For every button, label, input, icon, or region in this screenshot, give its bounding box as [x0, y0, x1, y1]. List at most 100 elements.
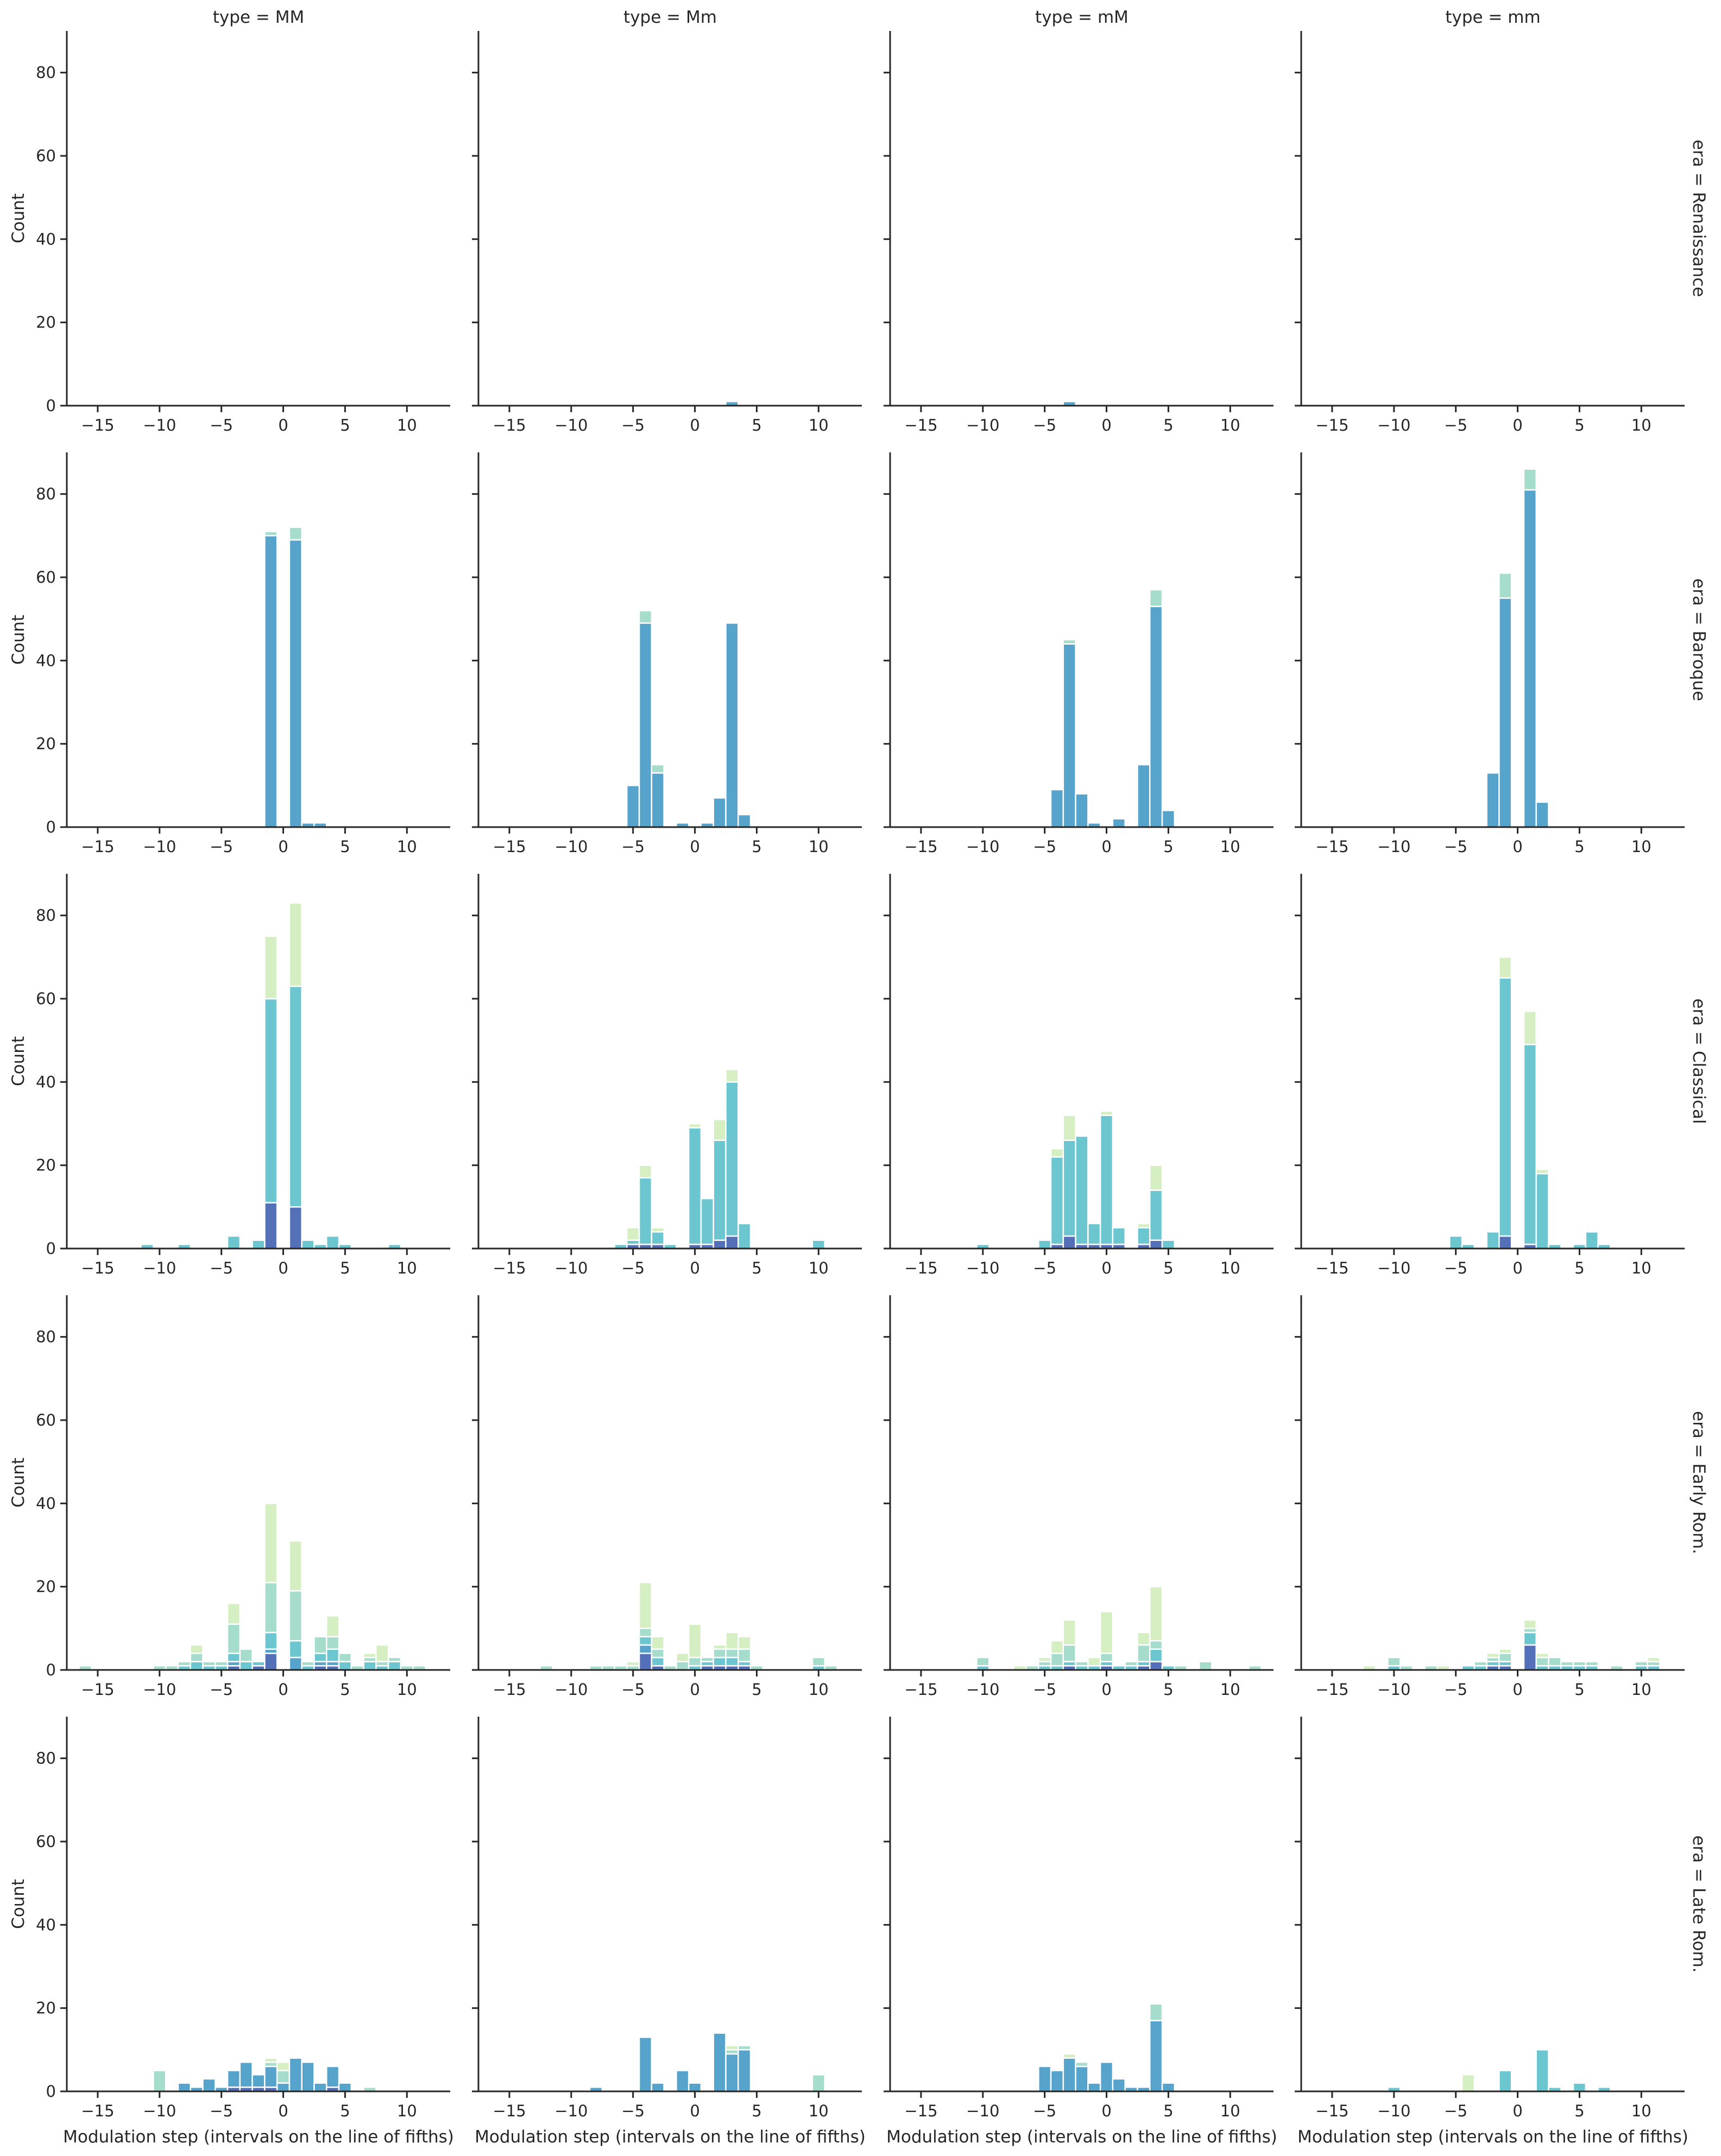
x-tick-label: −10 [554, 416, 588, 434]
x-tick-label: 0 [1512, 1680, 1522, 1699]
histogram-bar [651, 1636, 665, 1650]
x-tick-label: 5 [1163, 837, 1173, 856]
histogram-bar [1038, 1239, 1052, 1250]
y-tick-label: 20 [36, 313, 56, 332]
histogram-bar [1099, 2062, 1114, 2092]
histogram-bar [688, 1123, 702, 1129]
histogram-bar [638, 2037, 653, 2092]
x-tick-label: −10 [143, 2102, 176, 2120]
x-tick-label: 0 [1101, 416, 1111, 434]
histogram-bar [326, 1615, 340, 1637]
x-tick-label: 0 [278, 1259, 288, 1277]
x-tick-label: −15 [904, 2102, 937, 2120]
histogram-bar [1050, 1156, 1064, 1245]
histogram-bar [288, 1656, 302, 1671]
histogram-bar [713, 1656, 727, 1667]
histogram-bar [202, 2078, 216, 2092]
histogram-bar [1087, 1656, 1101, 1667]
histogram-bar [1099, 1110, 1114, 1116]
x-tick-label: −5 [1033, 1680, 1056, 1699]
histogram-bar [1161, 1239, 1176, 1250]
histogram-bar [1137, 1631, 1151, 1646]
histogram-bar [651, 1231, 665, 1245]
histogram-bar [688, 2082, 702, 2092]
x-tick-label: 0 [278, 1680, 288, 1699]
y-tick-label: 40 [36, 651, 56, 670]
histogram-bar [338, 2082, 352, 2092]
x-tick-label: −15 [1315, 837, 1348, 856]
histogram-bar [288, 539, 302, 828]
panel-renaissance-mM: −15 −10 −5 0 5 10 [884, 31, 1274, 434]
x-tick-label: 10 [809, 1259, 829, 1277]
panel-late-rom--mM: −15 −10 −5 0 5 10 [884, 1717, 1274, 2120]
y-tick-label: 20 [36, 1578, 56, 1596]
x-tick-label: 5 [1574, 837, 1584, 856]
y-axis-label: Count [9, 1458, 28, 1508]
x-tick-label: 10 [1631, 1680, 1651, 1699]
histogram-bar [1075, 1661, 1089, 1667]
histogram-bar [676, 2070, 690, 2092]
x-tick-label: 10 [1220, 1680, 1240, 1699]
x-tick-label: 5 [1574, 2102, 1584, 2120]
x-tick-label: 10 [1220, 1259, 1240, 1277]
histogram-bar [251, 1661, 266, 1667]
x-tick-label: 10 [809, 1680, 829, 1699]
histogram-bar [1535, 1656, 1549, 1667]
histogram-bar [301, 1239, 315, 1250]
histogram-bar [202, 1661, 216, 1667]
x-tick-label: −5 [1033, 416, 1056, 434]
x-tick-label: 0 [1101, 1680, 1111, 1699]
x-tick-label: 5 [1574, 1680, 1584, 1699]
y-tick-label: 20 [36, 1999, 56, 2018]
histogram-bar [737, 814, 752, 828]
panel-renaissance-MM: 0 20 40 60 80 −15 −10 −5 0 5 10 [36, 31, 450, 434]
histogram-bar [651, 772, 665, 828]
histogram-bar [1498, 956, 1512, 979]
x-tick-label: −15 [81, 1680, 114, 1699]
y-tick-label: 60 [36, 1411, 56, 1429]
y-tick-label: 80 [36, 1749, 56, 1768]
histogram-bar [737, 2045, 752, 2051]
x-tick-label: −5 [621, 1259, 645, 1277]
x-axis-label: Modulation step (intervals on the line o… [886, 2127, 1277, 2147]
histogram-bar [301, 1661, 315, 1667]
x-tick-label: −5 [1444, 1680, 1467, 1699]
x-tick-label: 10 [397, 2102, 417, 2120]
histogram-bar [190, 1661, 204, 1671]
histogram-bar [1523, 1631, 1537, 1646]
histogram-bar [1161, 810, 1176, 828]
x-tick-label: 0 [278, 416, 288, 434]
y-tick-label: 0 [46, 818, 56, 836]
x-tick-label: 10 [809, 837, 829, 856]
histogram-bar [713, 1139, 727, 1241]
col-title-0: type = MM [213, 8, 304, 27]
histogram-bar [1062, 1619, 1076, 1646]
histogram-bar [725, 1081, 739, 1237]
histogram-bar [177, 2082, 191, 2092]
histogram-bar [1585, 1231, 1599, 1250]
histogram-bar [1535, 801, 1549, 828]
x-tick-label: 5 [340, 1259, 350, 1277]
histogram-bar [313, 2082, 327, 2092]
histogram-bar [688, 1623, 702, 1659]
x-tick-label: −10 [1377, 2102, 1410, 2120]
histogram-bar [1062, 1644, 1076, 1662]
histogram-bar [1050, 1640, 1064, 1654]
histogram-bar [1137, 1222, 1151, 1228]
histogram-bar [638, 622, 653, 828]
histogram-bar [1062, 639, 1076, 645]
histogram-bar [363, 1653, 377, 1659]
histogram-bar [1062, 2057, 1076, 2092]
x-tick-label: 0 [1101, 1259, 1111, 1277]
histogram-bar [1149, 2003, 1163, 2021]
histogram-bar [1560, 1661, 1574, 1667]
histogram-bar [239, 1648, 253, 1662]
histogram-bar [375, 1644, 389, 1662]
histogram-bar [626, 1227, 640, 1241]
x-tick-label: −5 [210, 416, 233, 434]
histogram-bar [700, 1656, 714, 1662]
histogram-bar [700, 1197, 714, 1245]
x-tick-label: −10 [1377, 1259, 1410, 1277]
histogram-bar [1038, 2065, 1052, 2092]
histogram-bar [1498, 2070, 1512, 2092]
